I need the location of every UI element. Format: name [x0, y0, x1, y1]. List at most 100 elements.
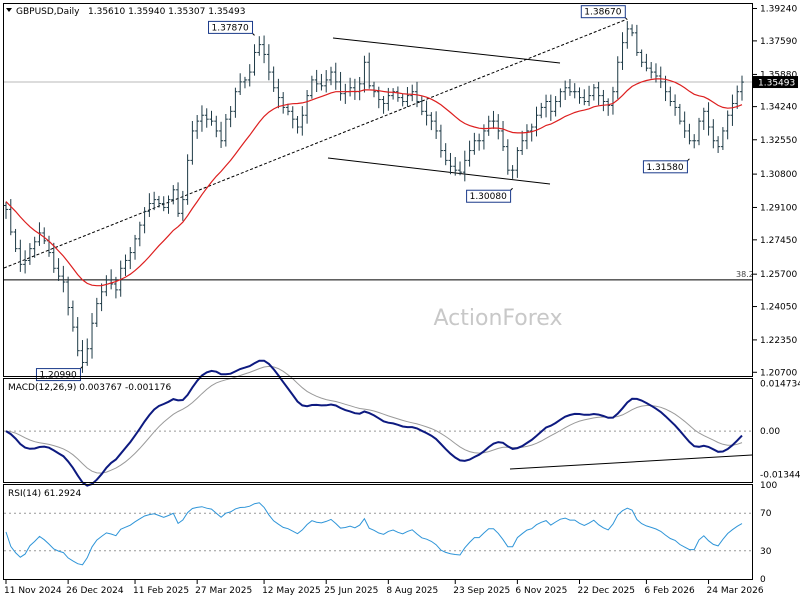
price-bar: [166, 195, 171, 214]
price-bar: [567, 79, 572, 96]
annotation-label: 1.37870: [212, 23, 249, 33]
price-bar: [529, 123, 534, 142]
price-bar: [171, 185, 176, 205]
channel-lower-line: [327, 157, 551, 185]
price-bar: [133, 234, 138, 260]
price-bar: [711, 119, 716, 149]
price-bar: [381, 96, 386, 114]
price-bar: [257, 36, 262, 56]
price-bar: [539, 102, 544, 119]
price-bar: [534, 106, 539, 137]
y-tick-label: 1.39240: [760, 5, 797, 15]
price-bar: [338, 71, 343, 101]
x-tick-label: 25 Jun 2025: [324, 586, 378, 596]
price-bar: [305, 89, 310, 124]
rsi-tick-label: 0: [760, 575, 766, 585]
price-bar: [591, 84, 596, 101]
y-tick-label: 1.34240: [760, 103, 797, 113]
price-bar: [400, 93, 405, 107]
macd-label: MACD(12,26,9) 0.003767 -0.001176: [8, 383, 171, 393]
annotation-label: 1.38670: [584, 8, 621, 18]
price-panel: 1.39240 1.37590 1.35880 1.34240 1.32550 1.308…: [3, 5, 798, 382]
price-bar: [740, 75, 744, 101]
y-tick-label: 1.20700: [760, 368, 797, 378]
macd-frame: [3, 378, 753, 483]
price-bar: [309, 75, 314, 99]
price-bar: [156, 195, 161, 208]
price-bar: [190, 120, 195, 165]
price-annotation: 1.31580: [642, 158, 690, 174]
price-bar: [61, 265, 66, 293]
price-bar: [27, 243, 32, 265]
price-bar: [438, 124, 443, 158]
price-bar: [735, 85, 740, 109]
rsi-tick-label: 30: [760, 547, 772, 557]
price-bar: [128, 247, 133, 270]
price-bar: [147, 193, 152, 217]
price-bar: [4, 201, 8, 219]
price-annotation: 1.38670: [580, 5, 628, 21]
x-tick-label: 11 Feb 2025: [133, 586, 189, 596]
price-bar: [109, 269, 114, 290]
price-bar: [391, 88, 396, 100]
price-bar: [32, 236, 37, 258]
price-bar: [663, 75, 668, 102]
price-frame: [3, 3, 753, 377]
price-bar: [458, 161, 463, 176]
price-bar: [228, 106, 233, 128]
x-tick-label: 11 Nov 2024: [4, 586, 62, 596]
price-bar: [410, 84, 415, 102]
price-bar: [51, 242, 56, 273]
price-bar: [443, 143, 448, 166]
price-bar: [94, 297, 99, 327]
price-bar: [185, 154, 190, 205]
price-bar: [290, 106, 295, 129]
macd-tick-label: 0.014734: [760, 380, 800, 390]
price-bar: [357, 76, 362, 101]
dropdown-icon[interactable]: [6, 8, 12, 12]
price-bar: [80, 340, 85, 373]
fib-level-label: 38.2: [736, 270, 754, 279]
price-bar: [582, 89, 587, 106]
annotation-label: 1.30080: [470, 192, 507, 202]
price-bar: [47, 235, 52, 257]
price-bar: [362, 55, 367, 93]
y-tick-label: 1.30800: [760, 170, 797, 180]
price-bar: [491, 110, 496, 129]
price-bar: [199, 105, 204, 132]
price-bar: [247, 64, 252, 87]
price-bar: [204, 108, 209, 128]
rsi-frame: [3, 484, 753, 580]
price-bar: [658, 66, 663, 89]
channel-upper-line: [332, 37, 561, 64]
price-bar: [209, 110, 214, 126]
price-bar: [176, 182, 181, 217]
price-bar: [424, 100, 429, 126]
price-annotation: 1.37870: [208, 20, 255, 36]
y-tick-label: 1.32550: [760, 136, 797, 146]
ohlc-label: 1.35610 1.35940 1.35307 1.35493: [88, 7, 245, 17]
price-bar: [99, 283, 104, 312]
price-bar: [639, 49, 644, 68]
macd-tick-label: -0.013442: [760, 470, 800, 480]
y-tick-label: 1.27450: [760, 236, 797, 246]
price-annotation: 1.20990: [35, 366, 83, 382]
price-bar: [682, 111, 687, 138]
y-tick-label: 1.22350: [760, 336, 797, 346]
current-price-label: 1.35493: [758, 79, 795, 89]
price-bar: [716, 136, 721, 153]
symbol-label: GBPUSD,Daily: [16, 7, 80, 17]
price-bar: [448, 152, 453, 175]
price-bar: [596, 81, 601, 106]
price-bar: [276, 78, 281, 109]
price-bar: [333, 62, 338, 90]
watermark: ActionForex: [434, 306, 563, 331]
macd-panel: 0.014734 0.00 -0.013442: [4, 359, 800, 487]
price-bar: [601, 89, 606, 112]
macd-trendline: [509, 454, 753, 470]
price-bar: [434, 111, 439, 139]
price-bar: [18, 239, 23, 272]
dashed-trendline: [3, 19, 626, 269]
time-axis: 11 Nov 2024 26 Dec 2024 11 Feb 2025 27 Mar …: [4, 580, 764, 596]
